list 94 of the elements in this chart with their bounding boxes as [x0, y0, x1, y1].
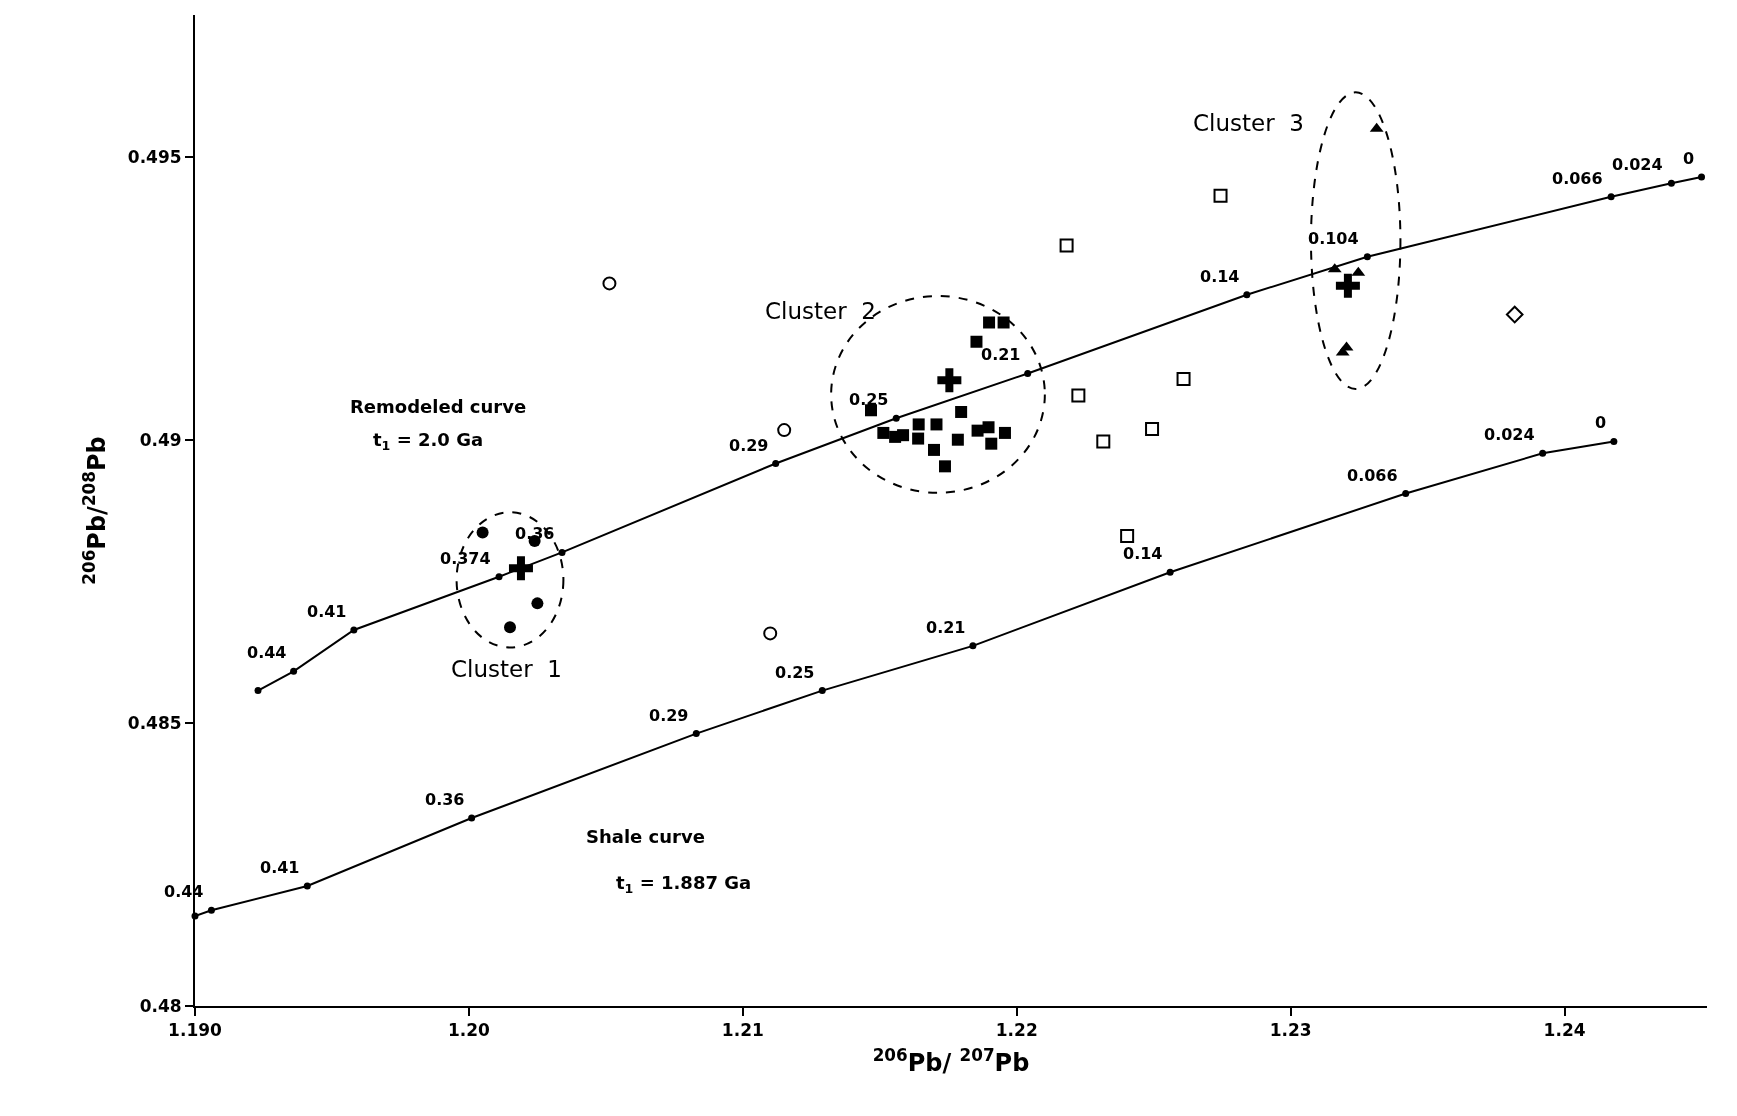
- x-tick-label: 1.21: [721, 1020, 764, 1041]
- point: [1176, 372, 1191, 387]
- point: [938, 460, 951, 473]
- point: [531, 597, 544, 610]
- point: [912, 418, 925, 431]
- point: [1071, 388, 1086, 403]
- annotation: Cluster 1: [451, 656, 562, 682]
- point: [818, 687, 826, 695]
- point: [1145, 421, 1160, 436]
- annotation: 0: [1595, 413, 1607, 432]
- y-tick-label: 0.495: [127, 146, 182, 167]
- point: [1505, 305, 1524, 324]
- point: [897, 429, 910, 442]
- point: [1120, 528, 1135, 543]
- annotation: Remodeled curve: [350, 396, 527, 417]
- annotation: 0.29: [649, 706, 689, 725]
- annotation: 0.21: [981, 345, 1021, 364]
- point: [997, 316, 1010, 329]
- point: [602, 276, 617, 291]
- annotation: 0.29: [729, 436, 769, 455]
- point: [928, 443, 941, 456]
- x-tick-label: 1.22: [995, 1020, 1038, 1041]
- point: [1213, 188, 1228, 203]
- point: [1059, 238, 1074, 253]
- point: [254, 687, 262, 695]
- point: [971, 424, 984, 437]
- point: [1096, 434, 1111, 449]
- point: [763, 626, 778, 641]
- point: [892, 414, 900, 422]
- y-tick-label: 0.485: [127, 712, 182, 733]
- annotation: 0.066: [1347, 466, 1398, 485]
- point: [290, 667, 298, 675]
- point: [998, 426, 1011, 439]
- point: [1607, 193, 1615, 201]
- y-tick-label: 0.49: [139, 429, 182, 450]
- annotation: 0.21: [926, 618, 966, 637]
- point: [983, 316, 996, 329]
- point: [865, 404, 878, 417]
- point: [951, 433, 964, 446]
- point: [207, 906, 215, 914]
- annotation: 0.066: [1552, 169, 1603, 188]
- point: [495, 573, 503, 581]
- point: [350, 626, 358, 634]
- point: [955, 405, 968, 418]
- annotation: 0.41: [307, 602, 347, 621]
- annotation: 0.024: [1484, 425, 1535, 444]
- annotation: Shale curve: [586, 826, 705, 847]
- point: [558, 548, 566, 556]
- annotation: 0.25: [775, 663, 815, 682]
- point: [1166, 568, 1174, 576]
- annotation: 0: [1683, 149, 1695, 168]
- annotation: t$_{1}$ = 1.887 Ga: [616, 872, 752, 896]
- point: [930, 418, 943, 431]
- point: [969, 642, 977, 650]
- annotation: Cluster 3: [1193, 110, 1304, 136]
- point: [1539, 449, 1547, 457]
- y-tick-label: 0.48: [139, 995, 182, 1016]
- annotation: Cluster 2: [765, 298, 876, 324]
- point: [504, 621, 516, 634]
- annotation: 0.36: [425, 790, 465, 809]
- x-axis-title: $^{206}$Pb/ $^{207}$Pb: [872, 1045, 1030, 1078]
- point: [692, 730, 700, 738]
- point: [508, 556, 533, 581]
- annotation: 0.44: [247, 643, 287, 662]
- x-tick-label: 1.24: [1543, 1020, 1586, 1041]
- annotation: 0.14: [1200, 267, 1240, 286]
- point: [877, 426, 890, 439]
- point: [1363, 253, 1371, 261]
- point: [1610, 437, 1618, 445]
- point: [777, 423, 792, 438]
- x-tick-label: 1.190: [168, 1020, 223, 1041]
- x-tick-label: 1.23: [1269, 1020, 1312, 1041]
- annotation: 0.41: [260, 858, 300, 877]
- point: [1667, 179, 1675, 187]
- x-tick-label: 1.20: [447, 1020, 491, 1041]
- point: [1024, 369, 1032, 377]
- point: [982, 421, 995, 434]
- point: [970, 335, 983, 348]
- annotation: 0.25: [849, 390, 889, 409]
- point: [1243, 291, 1251, 299]
- annotation: t$_{1}$ = 2.0 Ga: [373, 429, 484, 453]
- point: [912, 432, 925, 445]
- point: [772, 460, 780, 467]
- point: [937, 368, 962, 393]
- annotation: 0.024: [1612, 155, 1663, 174]
- annotation: 0.374: [440, 549, 491, 568]
- point: [1335, 273, 1360, 298]
- point: [1698, 173, 1706, 181]
- point: [476, 526, 489, 539]
- annotation: 0.14: [1123, 544, 1163, 563]
- point: [468, 814, 476, 822]
- point: [1402, 490, 1410, 498]
- point: [303, 882, 311, 890]
- point: [985, 437, 998, 450]
